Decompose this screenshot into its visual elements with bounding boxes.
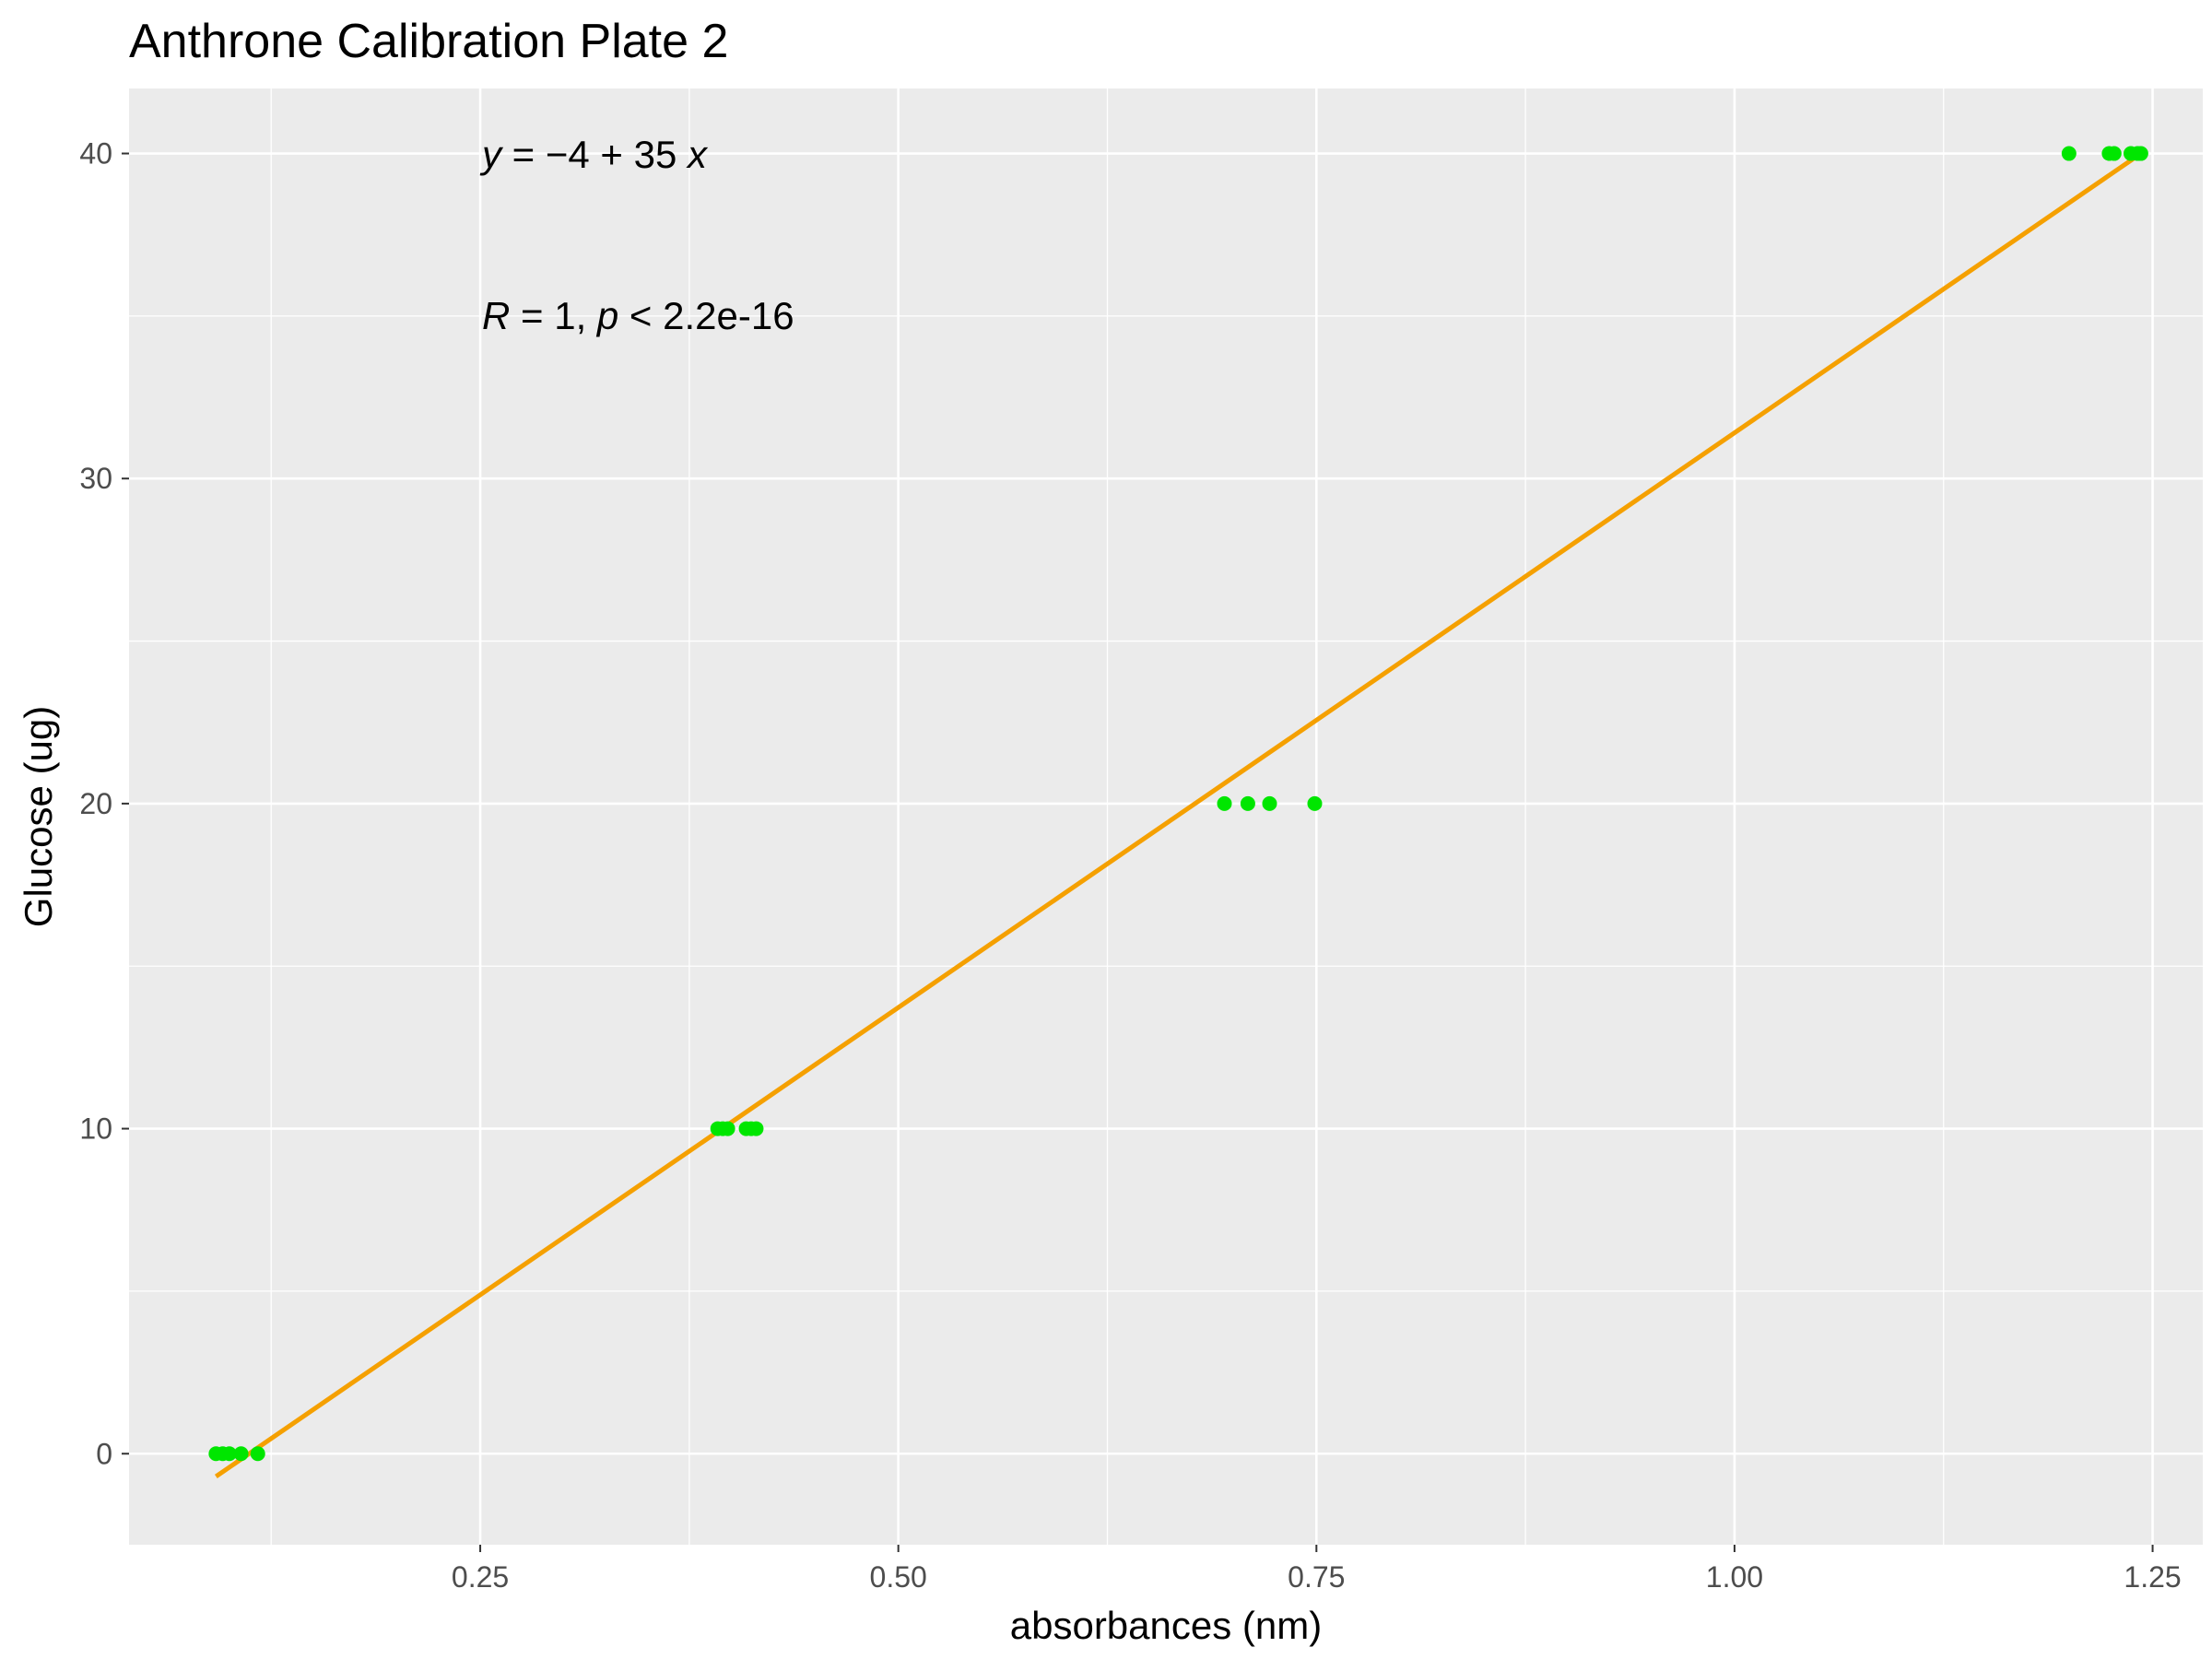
fit-line-group bbox=[214, 151, 2143, 1478]
x-tick-label: 1.25 bbox=[2124, 1560, 2181, 1594]
x-axis-label: absorbances (nm) bbox=[1010, 1604, 1322, 1647]
x-tick-label: 1.00 bbox=[1706, 1560, 1763, 1594]
data-point bbox=[720, 1121, 735, 1136]
points-group bbox=[208, 146, 2148, 1462]
data-point bbox=[2133, 146, 2148, 161]
grid-major bbox=[129, 88, 2203, 1545]
y-tick-label: 10 bbox=[79, 1112, 112, 1146]
data-point bbox=[233, 1446, 249, 1462]
x-ticks-group: 0.25 0.50 0.75 1.00 1.25 bbox=[452, 1545, 2182, 1594]
data-point bbox=[1240, 795, 1255, 811]
data-point bbox=[250, 1446, 265, 1462]
plot-panel bbox=[129, 88, 2203, 1545]
data-point bbox=[221, 1446, 237, 1462]
grid-minor bbox=[129, 88, 2203, 1545]
correlation-stats: R = 1, p < 2.2e-16 bbox=[482, 294, 794, 337]
data-point bbox=[748, 1121, 764, 1136]
chart-title: Anthrone Calibration Plate 2 bbox=[129, 15, 728, 68]
x-tick-label: 0.25 bbox=[452, 1560, 509, 1594]
y-tick-label: 20 bbox=[79, 787, 112, 820]
x-tick-label: 0.75 bbox=[1288, 1560, 1345, 1594]
y-tick-label: 30 bbox=[79, 462, 112, 495]
y-tick-label: 40 bbox=[79, 137, 112, 171]
y-tick-label: 0 bbox=[96, 1437, 112, 1470]
regression-equation: y = −4 + 35 x bbox=[479, 133, 709, 176]
y-ticks-group: 0 10 20 30 40 bbox=[79, 137, 129, 1470]
data-point bbox=[2061, 146, 2077, 161]
data-point bbox=[2106, 146, 2122, 161]
x-tick-label: 0.50 bbox=[870, 1560, 927, 1594]
regression-line bbox=[214, 151, 2143, 1478]
data-point bbox=[1307, 795, 1323, 811]
y-axis-label: Glucose (ug) bbox=[17, 706, 60, 927]
data-point bbox=[1217, 795, 1232, 811]
data-point bbox=[1262, 795, 1277, 811]
